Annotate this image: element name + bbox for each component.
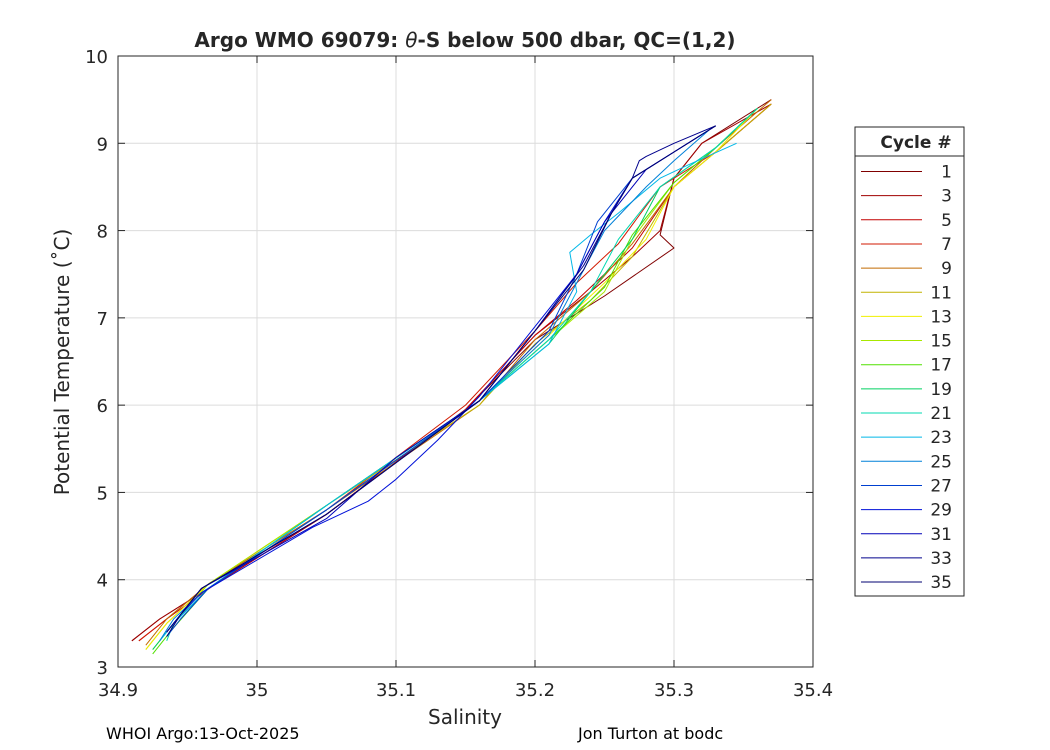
series-line-cycle-9	[145, 99, 772, 646]
ticks: 34.9 35 35.1 35.2 35.3 35.4 3 4 5 6 7 8 9 10	[85, 47, 833, 701]
y-tick-label: 9	[97, 134, 108, 155]
legend-label-cycle-25: 25	[930, 452, 952, 472]
grid	[118, 56, 813, 667]
legend-label-cycle-13: 13	[930, 307, 952, 327]
legend-label-cycle-19: 19	[930, 380, 952, 400]
footer-author: Jon Turton at bodc	[578, 724, 724, 743]
y-tick-label: 7	[97, 309, 108, 330]
x-tick-label: 35	[246, 680, 269, 701]
y-axis-label: Potential Temperature (˚C)	[50, 229, 74, 496]
legend-title: Cycle #	[880, 133, 951, 153]
plot-area	[118, 56, 813, 667]
x-tick-label: 35.2	[515, 680, 555, 701]
x-tick-label: 35.3	[654, 680, 694, 701]
x-tick-label: 34.9	[98, 680, 138, 701]
legend-label-cycle-7: 7	[941, 235, 952, 255]
legend-label-cycle-5: 5	[941, 211, 952, 231]
y-tick-label: 3	[97, 658, 108, 679]
legend-label-cycle-27: 27	[930, 476, 952, 496]
chart-title: Argo WMO 69079: θ-S below 500 dbar, QC=(…	[194, 28, 735, 52]
series-layer	[131, 99, 772, 655]
x-tick-label: 35.1	[376, 680, 416, 701]
legend-box	[854, 126, 965, 597]
legend-label-cycle-3: 3	[941, 187, 952, 207]
legend-label-cycle-31: 31	[930, 525, 952, 545]
legend-label-cycle-35: 35	[930, 573, 952, 593]
y-tick-label: 10	[85, 47, 108, 68]
legend-label-cycle-15: 15	[930, 332, 952, 352]
legend-label-cycle-1: 1	[941, 163, 952, 183]
legend-label-cycle-21: 21	[930, 404, 952, 424]
y-tick-label: 5	[97, 483, 108, 504]
legend-label-cycle-33: 33	[930, 549, 952, 569]
legend-label-cycle-29: 29	[930, 501, 952, 521]
legend-label-cycle-17: 17	[930, 356, 952, 376]
series-line-cycle-25	[159, 129, 710, 642]
legend-label-cycle-11: 11	[930, 283, 952, 303]
legend-label-cycle-9: 9	[941, 259, 952, 279]
legend-label-cycle-23: 23	[930, 428, 952, 448]
series-line-cycle-35	[166, 125, 716, 637]
y-tick-label: 4	[97, 571, 108, 592]
y-tick-label: 6	[97, 396, 108, 417]
x-tick-label: 35.4	[793, 680, 833, 701]
axes-box	[117, 55, 814, 668]
x-axis-label: Salinity	[428, 705, 502, 729]
footer-source: WHOI Argo:13-Oct-2025	[106, 724, 300, 743]
y-tick-label: 8	[97, 222, 108, 243]
